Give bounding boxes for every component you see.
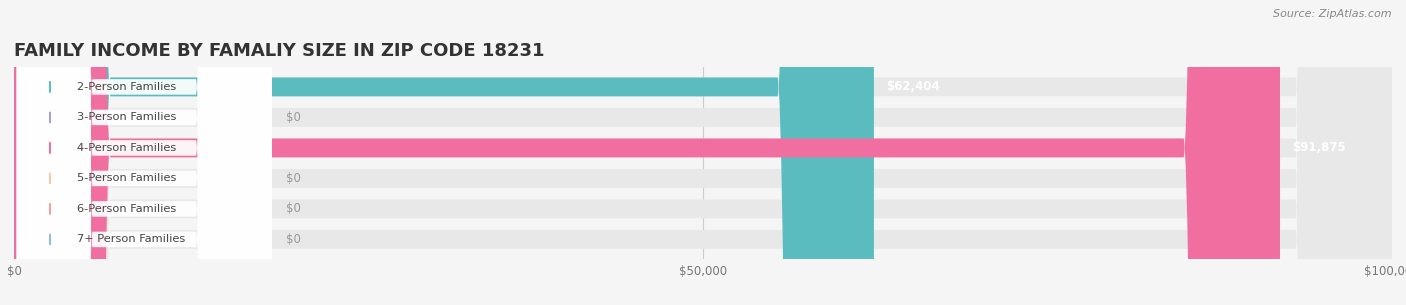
Text: $91,875: $91,875	[1292, 142, 1346, 154]
FancyBboxPatch shape	[14, 0, 1392, 305]
Text: 6-Person Families: 6-Person Families	[77, 204, 177, 214]
FancyBboxPatch shape	[17, 0, 271, 305]
Text: $0: $0	[285, 111, 301, 124]
FancyBboxPatch shape	[14, 0, 1392, 305]
Text: 5-Person Families: 5-Person Families	[77, 174, 177, 183]
Text: 4-Person Families: 4-Person Families	[77, 143, 177, 153]
FancyBboxPatch shape	[17, 0, 271, 305]
FancyBboxPatch shape	[14, 0, 1279, 305]
Text: Source: ZipAtlas.com: Source: ZipAtlas.com	[1274, 9, 1392, 19]
Text: $62,404: $62,404	[886, 81, 941, 93]
FancyBboxPatch shape	[14, 0, 1392, 305]
FancyBboxPatch shape	[17, 0, 271, 305]
Text: 7+ Person Families: 7+ Person Families	[77, 235, 186, 244]
FancyBboxPatch shape	[14, 0, 1392, 305]
Text: 2-Person Families: 2-Person Families	[77, 82, 177, 92]
Text: FAMILY INCOME BY FAMALIY SIZE IN ZIP CODE 18231: FAMILY INCOME BY FAMALIY SIZE IN ZIP COD…	[14, 42, 544, 60]
FancyBboxPatch shape	[14, 0, 1392, 305]
FancyBboxPatch shape	[14, 0, 1392, 305]
Text: $0: $0	[285, 203, 301, 215]
FancyBboxPatch shape	[17, 0, 271, 305]
FancyBboxPatch shape	[17, 0, 271, 305]
FancyBboxPatch shape	[17, 0, 271, 305]
FancyBboxPatch shape	[14, 0, 875, 305]
Text: $0: $0	[285, 172, 301, 185]
Text: 3-Person Families: 3-Person Families	[77, 113, 177, 122]
Text: $0: $0	[285, 233, 301, 246]
